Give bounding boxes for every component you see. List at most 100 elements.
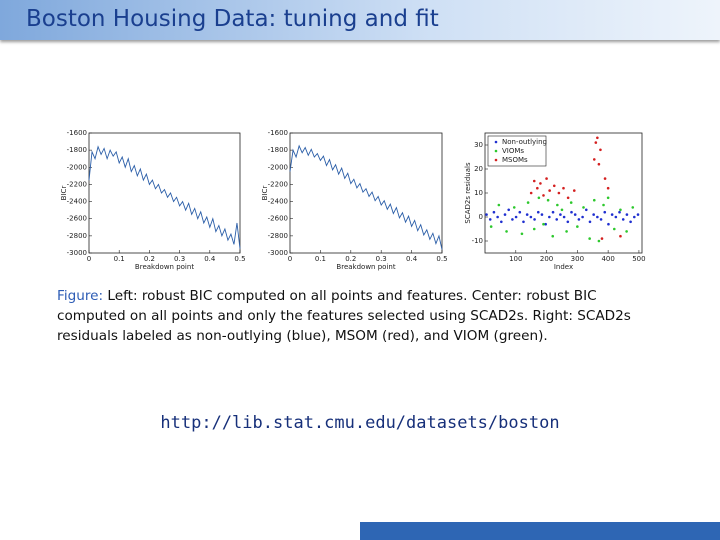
x-tick-label: 100 [509, 255, 522, 263]
legend-label: VIOMs [502, 147, 524, 155]
x-tick-label: 0.4 [204, 255, 216, 263]
point [496, 215, 499, 219]
line [88, 145, 241, 249]
point [592, 198, 596, 202]
point [631, 206, 635, 209]
caption-label: Figure: [57, 288, 104, 304]
point [592, 213, 595, 216]
point [503, 213, 507, 216]
x-axis-label: Index [554, 263, 573, 271]
point [577, 218, 581, 221]
point [540, 213, 544, 216]
point [520, 232, 524, 236]
legend-marker [494, 140, 498, 144]
point [603, 177, 607, 180]
line [289, 144, 443, 250]
point [526, 201, 530, 204]
point [488, 218, 492, 221]
x-axis-label: Breakdown point [336, 263, 395, 271]
point [500, 220, 503, 224]
url[interactable]: http://lib.stat.cmu.edu/datasets/boston [160, 413, 560, 433]
y-tick-label: -2400 [67, 198, 87, 206]
point [511, 218, 514, 221]
y-tick-label: 0 [479, 213, 483, 221]
point [569, 201, 573, 204]
point [489, 225, 493, 228]
x-tick-label: 0.2 [144, 255, 155, 263]
y-tick-label: 30 [474, 141, 483, 149]
y-tick-label: -2600 [268, 215, 288, 223]
caption: Figure: Left: robust BIC computed on all… [57, 286, 669, 346]
point [532, 179, 536, 183]
x-tick-label: 500 [632, 255, 645, 263]
point [600, 237, 604, 240]
x-tick-label: 200 [540, 255, 553, 263]
plot-area [88, 132, 241, 254]
y-axis-label: SCAD2s residuals [464, 162, 472, 224]
point [555, 218, 559, 221]
y-axis-label: BICr [60, 186, 68, 201]
slide-title: Boston Housing Data: tuning and fit [26, 6, 439, 32]
point [582, 206, 585, 209]
point [588, 237, 591, 240]
point [542, 194, 545, 197]
point [636, 213, 640, 216]
point [545, 177, 548, 180]
point [625, 213, 629, 216]
point [518, 210, 522, 214]
point [529, 215, 533, 219]
point [607, 222, 610, 226]
point [485, 213, 488, 216]
point [566, 196, 570, 200]
point [596, 215, 599, 219]
point [548, 189, 551, 192]
point [629, 220, 632, 224]
legend-marker [494, 149, 498, 153]
x-tick-label: 0.1 [315, 255, 326, 263]
point [599, 218, 603, 221]
point [599, 148, 602, 152]
x-tick-label: 0.4 [406, 255, 418, 263]
point [594, 141, 598, 144]
point [533, 218, 536, 221]
y-tick-label: -3000 [67, 249, 87, 257]
point [581, 215, 584, 219]
point [596, 136, 599, 140]
x-axis-label: Breakdown point [135, 263, 194, 271]
y-tick-label: -3000 [268, 249, 288, 257]
y-tick-label: 20 [474, 165, 483, 173]
point [551, 234, 555, 238]
x-tick-label: 400 [601, 255, 614, 263]
point [614, 215, 618, 219]
y-tick-label: -2800 [67, 232, 87, 240]
point [606, 196, 610, 200]
point [525, 213, 529, 216]
point [512, 206, 516, 209]
point [556, 203, 559, 207]
point [522, 220, 525, 224]
point [606, 186, 610, 190]
point [621, 218, 625, 221]
point [625, 230, 628, 233]
x-tick-label: 0 [288, 255, 292, 263]
y-tick-label: -2000 [268, 163, 288, 171]
point [532, 227, 536, 231]
point [536, 210, 540, 214]
point [592, 158, 596, 161]
point [537, 196, 541, 200]
point [566, 220, 570, 224]
point [572, 189, 576, 192]
point [551, 210, 555, 214]
point [560, 208, 564, 212]
point [529, 191, 533, 195]
y-tick-label: -1800 [67, 146, 87, 154]
point [588, 220, 592, 224]
point [612, 227, 616, 231]
x-tick-label: 0.5 [234, 255, 245, 263]
x-tick-label: 0 [87, 255, 91, 263]
point [619, 208, 622, 212]
point [570, 210, 573, 214]
point [603, 210, 607, 214]
y-tick-label: 10 [474, 189, 483, 197]
